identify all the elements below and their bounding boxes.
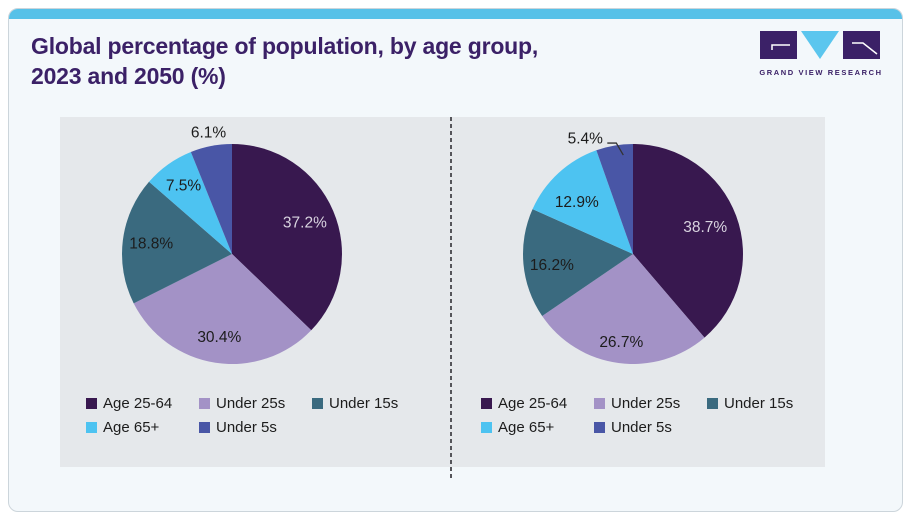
logo-g-glyph <box>771 44 790 50</box>
pie-slice-under-5s <box>596 144 633 254</box>
pie-slice-age-65 <box>532 150 633 254</box>
brand-name: GRAND VIEW RESEARCH <box>759 68 883 77</box>
legend-item-age-25-64: Age 25-64 <box>86 394 199 412</box>
legend-swatch-under-25s <box>199 397 210 409</box>
legend-label: Under 5s <box>216 418 277 436</box>
page-title: Global percentage of population, by age … <box>31 31 538 91</box>
accent-bar <box>9 9 902 19</box>
report-card: Global percentage of population, by age … <box>8 8 903 512</box>
legend-swatch-under-25s <box>594 397 605 409</box>
divider-dashed-line <box>450 117 452 479</box>
pie-chart-2023: 37.2% 30.4% 18.8% 7.5% 6.1% <box>122 125 342 364</box>
logo-v-triangle <box>801 31 839 59</box>
logo-r-glyph <box>852 42 878 55</box>
page-title-line1: Global percentage of population, by age … <box>31 33 539 59</box>
legend-label: Under 15s <box>329 394 399 412</box>
slice-label-under-5s: 6.1% <box>191 125 227 142</box>
label-leader-line <box>607 142 624 156</box>
slice-label-age-65: 12.9% <box>555 194 599 211</box>
legend-item-age-25-64: Age 25-64 <box>481 394 594 412</box>
slice-label-under-5s: 5.4% <box>568 131 604 148</box>
legend-swatch-age-25-64 <box>481 397 492 409</box>
slice-label-age-65: 7.5% <box>166 177 202 194</box>
slice-label-age-25-64: 38.7% <box>683 219 727 236</box>
slice-label-under-15s: 18.8% <box>129 235 173 252</box>
legend-label: Age 25-64 <box>103 394 173 412</box>
pie-chart-2050: 38.7% 26.7% 16.2% 12.9% 5.4% <box>522 131 743 364</box>
legend-label: Under 15s <box>724 394 794 412</box>
legend-label: Age 65+ <box>498 418 555 436</box>
legend-item-under-15s: Under 15s <box>707 394 820 412</box>
legend-label: Under 25s <box>216 394 286 412</box>
legend-item-under-25s: Under 25s <box>199 394 312 412</box>
legend-item-under-15s: Under 15s <box>312 394 425 412</box>
legend-2023: Age 25-64 Under 25s Under 15s Age 65+ Under … <box>86 395 425 443</box>
gvr-logo: GRAND VIEW RESEARCH <box>756 29 886 77</box>
legend-item-under-5s: Under 5s <box>594 418 707 436</box>
slice-label-under-15s: 16.2% <box>530 257 574 274</box>
pie-slice-under-25s <box>542 254 705 364</box>
slice-label-age-25-64: 37.2% <box>283 215 327 232</box>
legend-swatch-age-25-64 <box>86 397 97 409</box>
legend-swatch-under-5s <box>199 421 210 433</box>
legend-swatch-under-15s <box>707 397 718 409</box>
pie-slice-age-25-64 <box>232 144 342 331</box>
gvr-logo-mark <box>760 31 880 59</box>
legend-swatch-age-65 <box>481 421 492 433</box>
legend-item-age-65: Age 65+ <box>481 418 594 436</box>
legend-item-age-65: Age 65+ <box>86 418 199 436</box>
legend-row: Age 25-64 Under 25s Under 15s <box>481 394 820 412</box>
legend-item-under-5s: Under 5s <box>199 418 312 436</box>
pie-slice-age-25-64 <box>633 144 743 338</box>
legend-label: Age 25-64 <box>498 394 568 412</box>
legend-row: Age 65+ Under 5s <box>86 418 425 436</box>
pie-slice-under-25s <box>133 254 312 364</box>
legend-swatch-under-5s <box>594 421 605 433</box>
legend-2050: Age 25-64 Under 25s Under 15s Age 65+ Under … <box>481 395 820 443</box>
pie-slice-age-65 <box>149 151 232 254</box>
logo-r-block <box>843 31 880 59</box>
legend-row: Age 65+ Under 5s <box>481 418 820 436</box>
legend-label: Age 65+ <box>103 418 160 436</box>
page-title-line2: 2023 and 2050 (%) <box>31 63 226 89</box>
slice-label-under-25s: 30.4% <box>197 329 241 346</box>
legend-item-under-25s: Under 25s <box>594 394 707 412</box>
legend-row: Age 25-64 Under 25s Under 15s <box>86 394 425 412</box>
legend-label: Under 25s <box>611 394 681 412</box>
slice-label-under-25s: 26.7% <box>599 334 643 351</box>
pie-slice-under-15s <box>522 209 633 317</box>
legend-label: Under 5s <box>611 418 672 436</box>
pie-slice-under-5s <box>190 144 232 254</box>
legend-swatch-age-65 <box>86 421 97 433</box>
legend-swatch-under-15s <box>312 397 323 409</box>
pie-slice-under-15s <box>122 181 232 304</box>
